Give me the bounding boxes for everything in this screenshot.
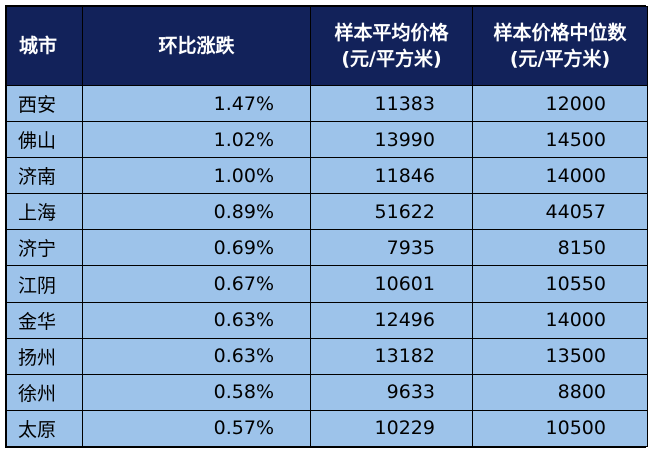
table-row: 济宁 0.69% 7935 8150 — [6, 229, 648, 267]
avg-price-cell: 11383 — [310, 84, 473, 123]
city-cell: 扬州 — [6, 337, 83, 375]
city-cell: 太原 — [6, 409, 83, 448]
change-cell: 0.89% — [82, 193, 311, 231]
median-price-cell: 44057 — [472, 193, 648, 231]
table-row: 上海 0.89% 51622 44057 — [6, 193, 648, 231]
median-price-cell: 12000 — [472, 84, 648, 123]
change-cell: 0.69% — [82, 229, 311, 267]
city-cell: 济宁 — [6, 229, 83, 267]
city-price-table: 城市 环比涨跌 样本平均价格 (元/平方米) 样本价格中位数 (元/平方米) 西… — [6, 6, 648, 448]
change-cell: 0.63% — [82, 337, 311, 375]
city-cell: 济南 — [6, 157, 83, 195]
avg-price-cell: 10601 — [310, 265, 473, 303]
avg-price-cell: 10229 — [310, 409, 473, 448]
header-avg-price: 样本平均价格 (元/平方米) — [310, 6, 473, 86]
table-header: 城市 环比涨跌 样本平均价格 (元/平方米) 样本价格中位数 (元/平方米) — [6, 6, 648, 86]
header-avg-price-title: 样本平均价格 — [334, 22, 449, 44]
header-row: 城市 环比涨跌 样本平均价格 (元/平方米) 样本价格中位数 (元/平方米) — [6, 6, 648, 86]
median-price-cell: 14000 — [472, 301, 648, 339]
avg-price-cell: 51622 — [310, 193, 473, 231]
city-price-table-container: 城市 环比涨跌 样本平均价格 (元/平方米) 样本价格中位数 (元/平方米) 西… — [5, 5, 648, 448]
table-row: 金华 0.63% 12496 14000 — [6, 301, 648, 339]
table-row: 扬州 0.63% 13182 13500 — [6, 337, 648, 375]
header-median-price: 样本价格中位数 (元/平方米) — [472, 6, 648, 86]
table-row: 徐州 0.58% 9633 8800 — [6, 373, 648, 411]
avg-price-cell: 7935 — [310, 229, 473, 267]
change-cell: 1.47% — [82, 84, 311, 123]
city-cell: 金华 — [6, 301, 83, 339]
header-city: 城市 — [6, 6, 83, 86]
change-cell: 0.67% — [82, 265, 311, 303]
table-row: 佛山 1.02% 13990 14500 — [6, 121, 648, 159]
table-row: 西安 1.47% 11383 12000 — [6, 84, 648, 123]
median-price-cell: 14500 — [472, 121, 648, 159]
header-avg-price-unit: (元/平方米) — [341, 48, 442, 70]
avg-price-cell: 11846 — [310, 157, 473, 195]
change-cell: 0.63% — [82, 301, 311, 339]
change-cell: 0.57% — [82, 409, 311, 448]
table-body: 西安 1.47% 11383 12000 佛山 1.02% 13990 14500 济南 1.00… — [6, 84, 648, 448]
median-price-cell: 10550 — [472, 265, 648, 303]
city-cell: 江阴 — [6, 265, 83, 303]
header-change: 环比涨跌 — [82, 6, 311, 86]
city-cell: 徐州 — [6, 373, 83, 411]
median-price-cell: 10500 — [472, 409, 648, 448]
avg-price-cell: 13990 — [310, 121, 473, 159]
table-row: 太原 0.57% 10229 10500 — [6, 409, 648, 448]
median-price-cell: 8150 — [472, 229, 648, 267]
table-row: 江阴 0.67% 10601 10550 — [6, 265, 648, 303]
avg-price-cell: 13182 — [310, 337, 473, 375]
avg-price-cell: 9633 — [310, 373, 473, 411]
city-cell: 西安 — [6, 84, 83, 123]
city-cell: 上海 — [6, 193, 83, 231]
median-price-cell: 13500 — [472, 337, 648, 375]
change-cell: 0.58% — [82, 373, 311, 411]
city-cell: 佛山 — [6, 121, 83, 159]
header-median-price-unit: (元/平方米) — [509, 48, 611, 70]
median-price-cell: 8800 — [472, 373, 648, 411]
change-cell: 1.00% — [82, 157, 311, 195]
header-median-price-title: 样本价格中位数 — [493, 22, 627, 44]
change-cell: 1.02% — [82, 121, 311, 159]
avg-price-cell: 12496 — [310, 301, 473, 339]
median-price-cell: 14000 — [472, 157, 648, 195]
table-row: 济南 1.00% 11846 14000 — [6, 157, 648, 195]
